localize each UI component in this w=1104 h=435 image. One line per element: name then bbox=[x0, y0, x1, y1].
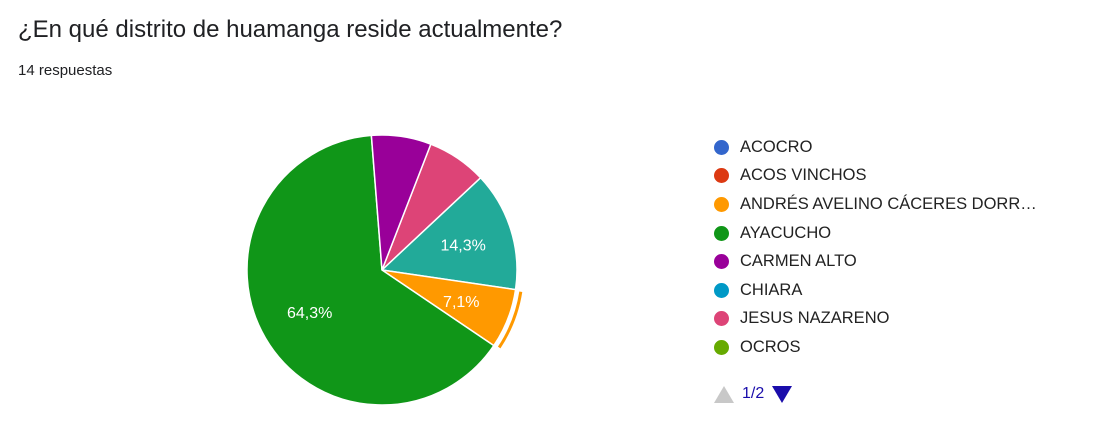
legend-label: JESUS NAZARENO bbox=[740, 309, 890, 328]
legend-swatch bbox=[714, 282, 729, 298]
page-indicator: 1/2 bbox=[742, 385, 765, 402]
legend-item-andres-avelino-caceres-dorr[interactable]: ANDRÉS AVELINO CÁCERES DORR… bbox=[714, 190, 1037, 219]
arrow-down-icon[interactable] bbox=[772, 385, 793, 403]
pie-slice-unlabeled[interactable] bbox=[380, 176, 518, 291]
legend-swatch bbox=[714, 311, 729, 327]
pie-slice-highlight bbox=[497, 291, 523, 349]
legend-item-acocro[interactable]: ACOCRO bbox=[714, 133, 1037, 162]
legend-swatch bbox=[714, 339, 729, 355]
legend-item-carmen-alto[interactable]: CARMEN ALTO bbox=[714, 247, 1037, 276]
chart-title: ¿En qué distrito de huamanga reside actu… bbox=[18, 16, 563, 43]
pie-label-unlabeled: 14,3% bbox=[440, 238, 485, 255]
legend-label: ACOCRO bbox=[740, 137, 813, 156]
legend-item-ocros[interactable]: OCROS bbox=[714, 333, 1037, 362]
pie-label-andres-avelino-caceres-dorr: 7,1% bbox=[443, 294, 479, 311]
arrow-up-icon bbox=[714, 385, 734, 403]
legend-item-ayacucho[interactable]: AYACUCHO bbox=[714, 219, 1037, 248]
legend-swatch bbox=[714, 168, 729, 184]
legend: ACOCRO ACOS VINCHOS ANDRÉS AVELINO CÁCERES… bbox=[714, 133, 1037, 362]
legend-label: ANDRÉS AVELINO CÁCERES DORR… bbox=[740, 194, 1037, 213]
pie-label-ayacucho: 64,3% bbox=[287, 305, 332, 322]
legend-swatch bbox=[714, 196, 729, 212]
legend-swatch bbox=[714, 254, 729, 270]
legend-item-chiara[interactable]: CHIARA bbox=[714, 276, 1037, 305]
legend-item-acos-vinchos[interactable]: ACOS VINCHOS bbox=[714, 162, 1037, 191]
pie-slice-carmen-alto[interactable] bbox=[370, 134, 432, 271]
legend-label: CHIARA bbox=[740, 280, 803, 299]
legend-label: ACOS VINCHOS bbox=[740, 166, 867, 185]
legend-label: OCROS bbox=[740, 337, 801, 356]
legend-label: AYACUCHO bbox=[740, 223, 832, 242]
legend-item-jesus-nazareno[interactable]: JESUS NAZARENO bbox=[714, 305, 1037, 334]
legend-swatch bbox=[714, 139, 729, 155]
pie-slice-ayacucho[interactable] bbox=[246, 134, 495, 406]
pie-chart: 14,3% 7,1% 64,3% bbox=[246, 134, 523, 406]
legend-swatch bbox=[714, 225, 729, 241]
legend-label: CARMEN ALTO bbox=[740, 252, 857, 271]
response-count: 14 respuestas bbox=[18, 62, 113, 79]
legend-pager: 1/2 bbox=[714, 385, 793, 403]
